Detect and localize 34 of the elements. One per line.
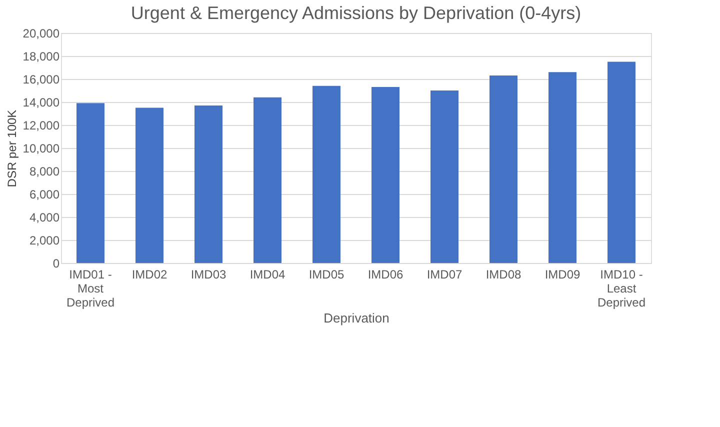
y-tick-label: 12,000	[22, 118, 60, 132]
x-axis-title: Deprivation	[324, 310, 390, 326]
bar	[136, 108, 164, 263]
bar	[548, 72, 576, 263]
y-tick-label: 6,000	[29, 188, 60, 202]
bar	[430, 90, 458, 263]
y-tick-label: 14,000	[22, 96, 60, 110]
chart-title: Urgent & Emergency Admissions by Deprivation (0-4yrs)	[130, 3, 582, 23]
x-tick-label: IMD03	[190, 268, 226, 282]
bar	[372, 87, 400, 263]
x-tick-label: IMD01 - Most Deprived	[66, 268, 115, 310]
bar	[490, 76, 518, 263]
x-tick-label: IMD02	[132, 268, 168, 282]
bar	[76, 103, 104, 263]
x-tick-label: IMD06	[368, 268, 404, 282]
y-tick-label: 8,000	[29, 164, 60, 178]
x-tick-label: IMD09	[544, 268, 580, 282]
x-tick-label: IMD08	[486, 268, 522, 282]
x-tick-label: IMD04	[250, 268, 286, 282]
bar	[194, 105, 222, 263]
x-tick-label: IMD05	[308, 268, 344, 282]
bar	[254, 97, 282, 263]
y-tick-label: 2,000	[29, 234, 60, 248]
bar	[608, 62, 636, 263]
y-tick-label: 18,000	[22, 50, 60, 64]
bar	[312, 86, 340, 263]
y-tick-label: 20,000	[22, 26, 60, 40]
x-tick-label: IMD10 - Least Deprived	[597, 268, 646, 310]
y-axis-title: DSR per 100K	[4, 110, 19, 188]
x-tick-label: IMD07	[426, 268, 462, 282]
y-tick-label: 4,000	[29, 210, 60, 224]
y-tick-label: 10,000	[22, 142, 60, 156]
y-tick-label: 0	[52, 256, 60, 270]
y-tick-label: 16,000	[22, 72, 60, 86]
